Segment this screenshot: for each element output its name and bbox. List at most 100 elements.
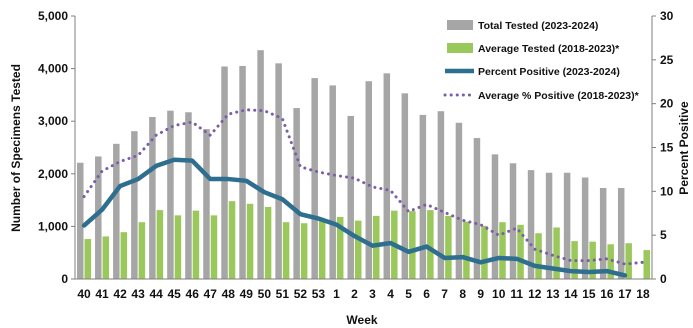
- x-tick-label: 41: [95, 287, 109, 301]
- x-tick-label: 1: [333, 287, 340, 301]
- x-tick-label: 42: [113, 287, 127, 301]
- y-tick-label: 1,000: [38, 219, 68, 233]
- x-tick-label: 6: [423, 287, 430, 301]
- bar-total-tested-2023-2024-week-6: [420, 115, 427, 279]
- bar-total-tested-2023-2024-week-16: [600, 188, 607, 279]
- bar-total-tested-2023-2024-week-9: [474, 138, 481, 279]
- bar-total-tested-2023-2024-week-43: [131, 131, 138, 279]
- x-tick-label: 45: [167, 287, 181, 301]
- y-axis-title: Number of Specimens Tested: [9, 64, 23, 232]
- x-tick-label: 48: [222, 287, 236, 301]
- bar-total-tested-2023-2024-week-40: [77, 163, 84, 279]
- bar-total-tested-2023-2024-week-46: [185, 112, 192, 279]
- bar-average-tested-2018-2023-week-49: [247, 204, 254, 279]
- x-tick-label: 49: [240, 287, 254, 301]
- bar-total-tested-2023-2024-week-14: [564, 173, 571, 279]
- y-tick-label: 4,000: [38, 62, 68, 76]
- bar-total-tested-2023-2024-week-17: [618, 188, 625, 279]
- bar-average-tested-2018-2023-week-18: [643, 250, 650, 279]
- bar-total-tested-2023-2024-week-50: [257, 50, 264, 279]
- x-tick-label: 10: [492, 287, 506, 301]
- bar-average-tested-2018-2023-week-48: [229, 201, 236, 279]
- x-tick-label: 8: [459, 287, 466, 301]
- y-tick-label: 3,000: [38, 114, 68, 128]
- bar-average-tested-2018-2023-week-40: [85, 239, 92, 279]
- x-tick-label: 18: [636, 287, 650, 301]
- bar-average-tested-2018-2023-week-41: [103, 236, 110, 279]
- x-tick-label: 13: [546, 287, 560, 301]
- bar-total-tested-2023-2024-week-13: [546, 173, 553, 279]
- x-tick-label: 5: [405, 287, 412, 301]
- x-tick-label: 43: [131, 287, 145, 301]
- bar-total-tested-2023-2024-week-51: [275, 63, 282, 279]
- y2-tick-label: 20: [660, 97, 674, 111]
- legend-label-average-tested: Average Tested (2018-2023)*: [478, 43, 620, 55]
- x-tick-label: 11: [510, 287, 523, 301]
- y2-tick-label: 10: [660, 184, 674, 198]
- x-tick-label: 17: [618, 287, 632, 301]
- bar-average-tested-2018-2023-week-51: [283, 222, 290, 279]
- bar-average-tested-2018-2023-week-52: [301, 223, 308, 279]
- bar-average-tested-2018-2023-week-8: [463, 222, 470, 279]
- y2-axis-title: Percent Positive: [677, 101, 691, 195]
- bar-total-tested-2023-2024-week-47: [203, 129, 210, 279]
- y2-tick-label: 0: [660, 272, 667, 286]
- bar-average-tested-2018-2023-week-10: [499, 222, 506, 279]
- x-tick-label: 9: [477, 287, 484, 301]
- legend-label-average-percent-positive: Average % Positive (2018-2023)*: [478, 90, 640, 102]
- bar-total-tested-2023-2024-week-49: [239, 66, 246, 279]
- bar-average-tested-2018-2023-week-47: [211, 215, 218, 279]
- legend-swatch-total-tested: [447, 20, 473, 30]
- bar-total-tested-2023-2024-week-2: [347, 116, 354, 279]
- legend: Total Tested (2023-2024) Average Tested …: [445, 20, 640, 102]
- bar-average-tested-2018-2023-week-17: [625, 243, 632, 279]
- bar-total-tested-2023-2024-week-15: [582, 177, 589, 279]
- bar-average-tested-2018-2023-week-42: [121, 232, 128, 279]
- y2-tick-label: 5: [660, 228, 667, 242]
- bar-average-tested-2018-2023-week-44: [157, 210, 164, 279]
- x-axis-title: Week: [346, 313, 377, 327]
- x-tick-label: 51: [276, 287, 290, 301]
- x-tick-label: 16: [600, 287, 614, 301]
- x-tick-label: 44: [149, 287, 163, 301]
- x-tick-label: 4: [387, 287, 394, 301]
- bar-average-tested-2018-2023-week-6: [427, 210, 434, 279]
- bar-total-tested-2023-2024-week-45: [167, 111, 174, 279]
- x-tick-label: 15: [582, 287, 596, 301]
- bar-average-tested-2018-2023-week-5: [409, 211, 416, 279]
- x-tick-label: 47: [204, 287, 218, 301]
- line-percent-positive-2023-2024: [84, 160, 625, 276]
- y2-tick-label: 30: [660, 9, 674, 23]
- x-tick-label: 7: [441, 287, 448, 301]
- x-tick-label: 52: [294, 287, 308, 301]
- bar-average-tested-2018-2023-week-7: [445, 216, 452, 279]
- bar-average-tested-2018-2023-week-53: [319, 221, 326, 279]
- x-tick-label: 40: [77, 287, 91, 301]
- y-tick-label: 5,000: [38, 9, 68, 23]
- bar-total-tested-2023-2024-week-1: [329, 85, 336, 279]
- bar-total-tested-2023-2024-week-4: [384, 73, 391, 279]
- bar-average-tested-2018-2023-week-45: [175, 215, 182, 279]
- legend-swatch-average-tested: [447, 43, 473, 53]
- bar-average-tested-2018-2023-week-12: [535, 233, 542, 279]
- bar-total-tested-2023-2024-week-3: [366, 81, 373, 279]
- y-tick-label: 0: [61, 272, 68, 286]
- bar-total-tested-2023-2024-week-53: [311, 78, 318, 279]
- x-tick-label: 53: [312, 287, 326, 301]
- bar-average-tested-2018-2023-week-50: [265, 207, 272, 279]
- bar-average-tested-2018-2023-week-9: [481, 226, 488, 279]
- x-tick-label: 14: [564, 287, 578, 301]
- bar-total-tested-2023-2024-week-48: [221, 67, 228, 280]
- x-tick-label: 50: [258, 287, 272, 301]
- y-tick-label: 2,000: [38, 167, 68, 181]
- bar-total-tested-2023-2024-week-52: [293, 108, 300, 279]
- bar-total-tested-2023-2024-week-42: [113, 144, 120, 279]
- x-tick-label: 12: [528, 287, 542, 301]
- bar-average-tested-2018-2023-week-46: [193, 211, 200, 279]
- x-tick-label: 46: [186, 287, 200, 301]
- bar-average-tested-2018-2023-week-2: [355, 221, 362, 279]
- legend-label-percent-positive: Percent Positive (2023-2024): [478, 66, 620, 78]
- y2-tick-label: 25: [660, 53, 674, 67]
- bar-average-tested-2018-2023-week-11: [517, 225, 524, 279]
